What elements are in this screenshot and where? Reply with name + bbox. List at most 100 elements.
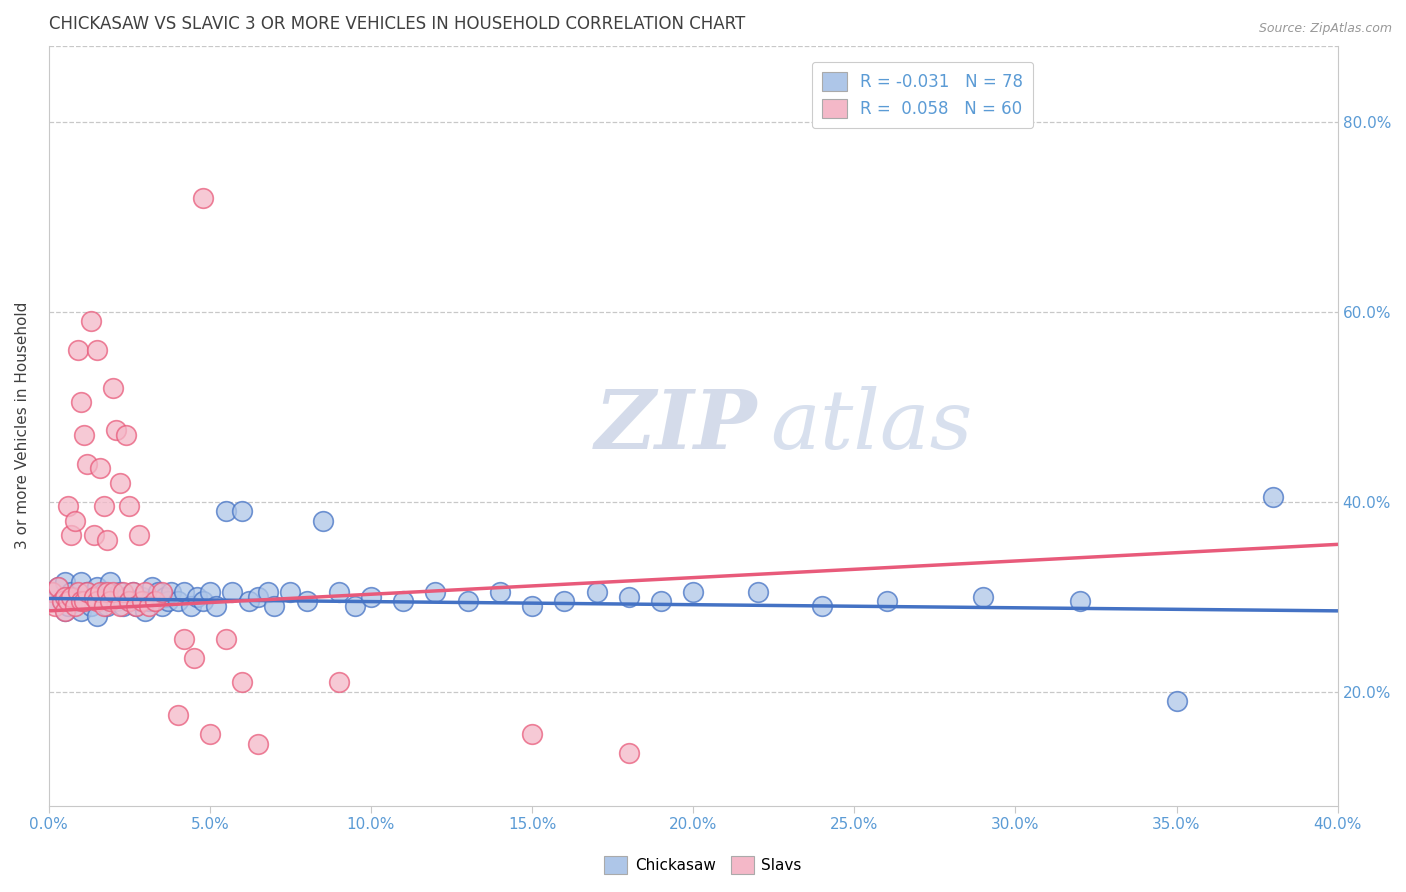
Point: [183, 651, 205, 665]
Point: [51, 594, 73, 608]
Point: [150, 585, 173, 599]
Point: [198, 585, 221, 599]
Point: [257, 585, 280, 599]
Point: [83, 590, 105, 604]
Point: [115, 590, 138, 604]
Point: [44, 594, 66, 608]
Point: [166, 594, 188, 608]
Point: [108, 585, 131, 599]
Point: [747, 585, 769, 599]
Point: [118, 500, 141, 514]
Point: [83, 590, 105, 604]
Point: [111, 599, 134, 613]
Point: [138, 594, 160, 608]
Point: [247, 737, 270, 751]
Point: [150, 599, 173, 613]
Point: [63, 590, 86, 604]
Point: [73, 428, 96, 442]
Point: [53, 575, 76, 590]
Point: [215, 632, 238, 647]
Point: [108, 599, 131, 613]
Point: [121, 585, 143, 599]
Point: [86, 608, 108, 623]
Point: [53, 590, 76, 604]
Point: [156, 594, 179, 608]
Point: [41, 585, 63, 599]
Point: [89, 594, 111, 608]
Point: [70, 395, 93, 409]
Point: [73, 594, 96, 608]
Point: [811, 599, 834, 613]
Point: [328, 675, 350, 690]
Point: [93, 500, 115, 514]
Point: [180, 599, 202, 613]
Point: [173, 632, 195, 647]
Point: [131, 590, 153, 604]
Point: [650, 594, 672, 608]
Point: [360, 590, 382, 604]
Point: [128, 528, 150, 542]
Point: [215, 504, 238, 518]
Point: [70, 604, 93, 618]
Point: [70, 594, 93, 608]
Point: [520, 727, 543, 741]
Point: [70, 575, 93, 590]
Point: [198, 727, 221, 741]
Point: [280, 585, 302, 599]
Point: [60, 528, 83, 542]
Point: [66, 594, 89, 608]
Point: [128, 594, 150, 608]
Point: [96, 585, 118, 599]
Point: [520, 599, 543, 613]
Point: [143, 594, 166, 608]
Text: CHICKASAW VS SLAVIC 3 OR MORE VEHICLES IN HOUSEHOLD CORRELATION CHART: CHICKASAW VS SLAVIC 3 OR MORE VEHICLES I…: [49, 15, 745, 33]
Point: [221, 585, 243, 599]
Text: Source: ZipAtlas.com: Source: ZipAtlas.com: [1258, 22, 1392, 36]
Point: [143, 594, 166, 608]
Point: [66, 343, 89, 357]
Point: [56, 500, 79, 514]
Point: [1263, 490, 1285, 504]
Point: [160, 585, 183, 599]
Point: [425, 585, 447, 599]
Point: [617, 590, 640, 604]
Point: [63, 514, 86, 528]
Point: [489, 585, 512, 599]
Point: [125, 599, 148, 613]
Point: [76, 585, 98, 599]
Point: [553, 594, 575, 608]
Point: [53, 604, 76, 618]
Point: [83, 528, 105, 542]
Point: [186, 590, 208, 604]
Point: [263, 599, 285, 613]
Point: [103, 590, 125, 604]
Point: [89, 461, 111, 475]
Point: [79, 314, 101, 328]
Point: [585, 585, 607, 599]
Point: [105, 594, 128, 608]
Point: [125, 599, 148, 613]
Point: [131, 594, 153, 608]
Point: [1069, 594, 1091, 608]
Point: [60, 590, 83, 604]
Point: [48, 580, 70, 594]
Point: [76, 457, 98, 471]
Point: [108, 475, 131, 490]
Point: [238, 594, 260, 608]
Point: [153, 590, 176, 604]
Point: [79, 599, 101, 613]
Point: [103, 585, 125, 599]
Point: [96, 599, 118, 613]
Point: [86, 594, 108, 608]
Point: [56, 594, 79, 608]
Point: [134, 604, 156, 618]
Point: [118, 594, 141, 608]
Point: [617, 747, 640, 761]
Point: [86, 343, 108, 357]
Point: [98, 575, 121, 590]
Point: [73, 594, 96, 608]
Point: [247, 590, 270, 604]
Legend: Chickasaw, Slavs: Chickasaw, Slavs: [598, 850, 808, 880]
Point: [76, 585, 98, 599]
Point: [682, 585, 704, 599]
